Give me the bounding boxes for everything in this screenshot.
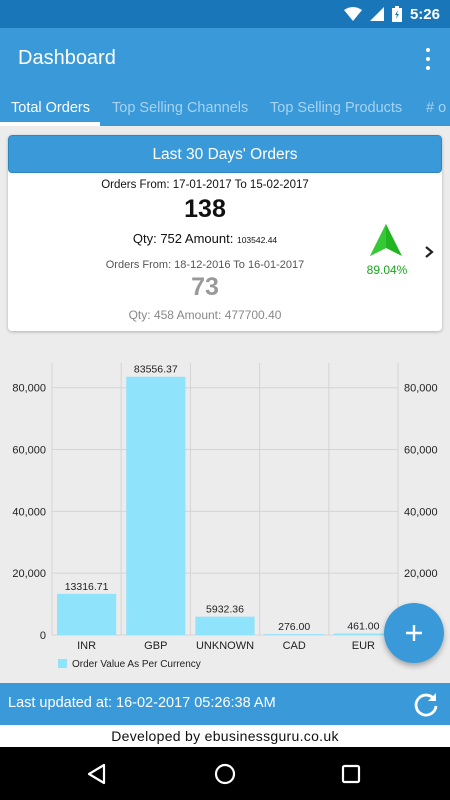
status-time: 5:26 — [409, 5, 440, 23]
status-bar: 5:26 — [0, 0, 450, 28]
legend-swatch — [58, 659, 67, 668]
add-button[interactable] — [384, 603, 444, 663]
amount-label: Amount: — [184, 231, 234, 246]
tab-more[interactable]: # o — [426, 100, 447, 116]
wifi-icon — [343, 7, 362, 21]
y-tick-label-left: 0 — [40, 630, 46, 642]
qty-label: Qty: — [132, 231, 157, 246]
previous-order-count: 73 — [191, 273, 219, 301]
x-tick-label: EUR — [352, 640, 375, 652]
tab-bar: Total Orders Top Selling Channels Top Se… — [0, 90, 450, 126]
bar — [264, 634, 324, 636]
last-updated-text: Last updated at: 16-02-2017 05:26:38 AM — [8, 695, 276, 711]
qty-value: 458 — [153, 308, 174, 322]
system-nav-bar — [0, 747, 450, 800]
chart-svg: 0020,00020,00040,00040,00060,00060,00080… — [12, 363, 438, 670]
bar — [333, 633, 393, 635]
y-tick-label-left: 20,000 — [12, 568, 46, 580]
bar — [57, 593, 117, 635]
page-title: Dashboard — [18, 47, 116, 69]
x-tick-label: CAD — [283, 640, 306, 652]
previous-range: Orders From: 18-12-2016 To 16-01-2017 — [105, 259, 305, 271]
y-tick-label-left: 60,000 — [12, 445, 46, 457]
orders-card-header: Last 30 Days' Orders — [8, 135, 442, 173]
bar-value-label: 461.00 — [347, 621, 379, 633]
developer-credit: Developed by ebusinessguru.co.uk — [0, 725, 450, 747]
overflow-menu-icon[interactable] — [420, 48, 436, 70]
refresh-icon[interactable] — [412, 690, 440, 718]
bar-value-label: 13316.71 — [65, 581, 109, 593]
y-tick-label-right: 20,000 — [404, 568, 438, 580]
tab-indicator — [0, 122, 100, 126]
bar-value-label: 276.00 — [278, 621, 310, 633]
battery-charging-icon — [391, 6, 402, 22]
app-bar: Dashboard — [0, 28, 450, 90]
bar — [195, 616, 255, 635]
trend-up-icon — [370, 224, 402, 256]
bar-value-label: 5932.36 — [206, 604, 244, 616]
x-tick-label: INR — [77, 640, 96, 652]
y-tick-label-left: 80,000 — [12, 383, 46, 395]
current-qty-amount: Qty: 752 Amount: 103542.44 — [8, 231, 442, 246]
amount-label: Amount: — [176, 308, 222, 322]
legend-label: Order Value As Per Currency — [72, 659, 201, 670]
orders-card[interactable]: Last 30 Days' Orders Orders From: 17-01-… — [8, 135, 442, 331]
home-icon[interactable] — [213, 762, 237, 786]
y-tick-label-right: 80,000 — [404, 383, 438, 395]
tab-top-selling-channels[interactable]: Top Selling Channels — [112, 100, 249, 116]
last-updated-bar: Last updated at: 16-02-2017 05:26:38 AM — [0, 683, 450, 725]
back-icon[interactable] — [85, 762, 109, 786]
amount-value: 103542.44 — [236, 235, 278, 245]
y-tick-label-right: 60,000 — [404, 445, 438, 457]
x-tick-label: GBP — [144, 640, 167, 652]
chevron-right-icon[interactable] — [423, 245, 435, 259]
qty-label: Qty: — [128, 308, 151, 322]
growth-percentage: 89.04% — [366, 263, 408, 277]
bar-value-label: 83556.37 — [134, 364, 178, 376]
qty-value: 752 — [160, 231, 183, 246]
y-tick-label-right: 40,000 — [404, 506, 438, 518]
current-range: Orders From: 17-01-2017 To 15-02-2017 — [101, 179, 309, 191]
signal-icon — [369, 7, 384, 21]
bar — [126, 376, 186, 635]
tab-total-orders[interactable]: Total Orders — [11, 100, 90, 116]
recents-icon[interactable] — [339, 762, 363, 786]
current-order-count: 138 — [184, 195, 226, 223]
currency-bar-chart: 0020,00020,00040,00040,00060,00060,00080… — [0, 355, 450, 685]
status-icons: 5:26 — [343, 5, 440, 23]
plus-icon — [406, 625, 422, 641]
tab-top-selling-products[interactable]: Top Selling Products — [270, 100, 403, 116]
amount-value: 477700.40 — [224, 308, 282, 322]
x-tick-label: UNKNOWN — [196, 640, 254, 652]
y-tick-label-left: 40,000 — [12, 506, 46, 518]
previous-qty-amount: Qty: 458 Amount: 477700.40 — [8, 308, 442, 322]
